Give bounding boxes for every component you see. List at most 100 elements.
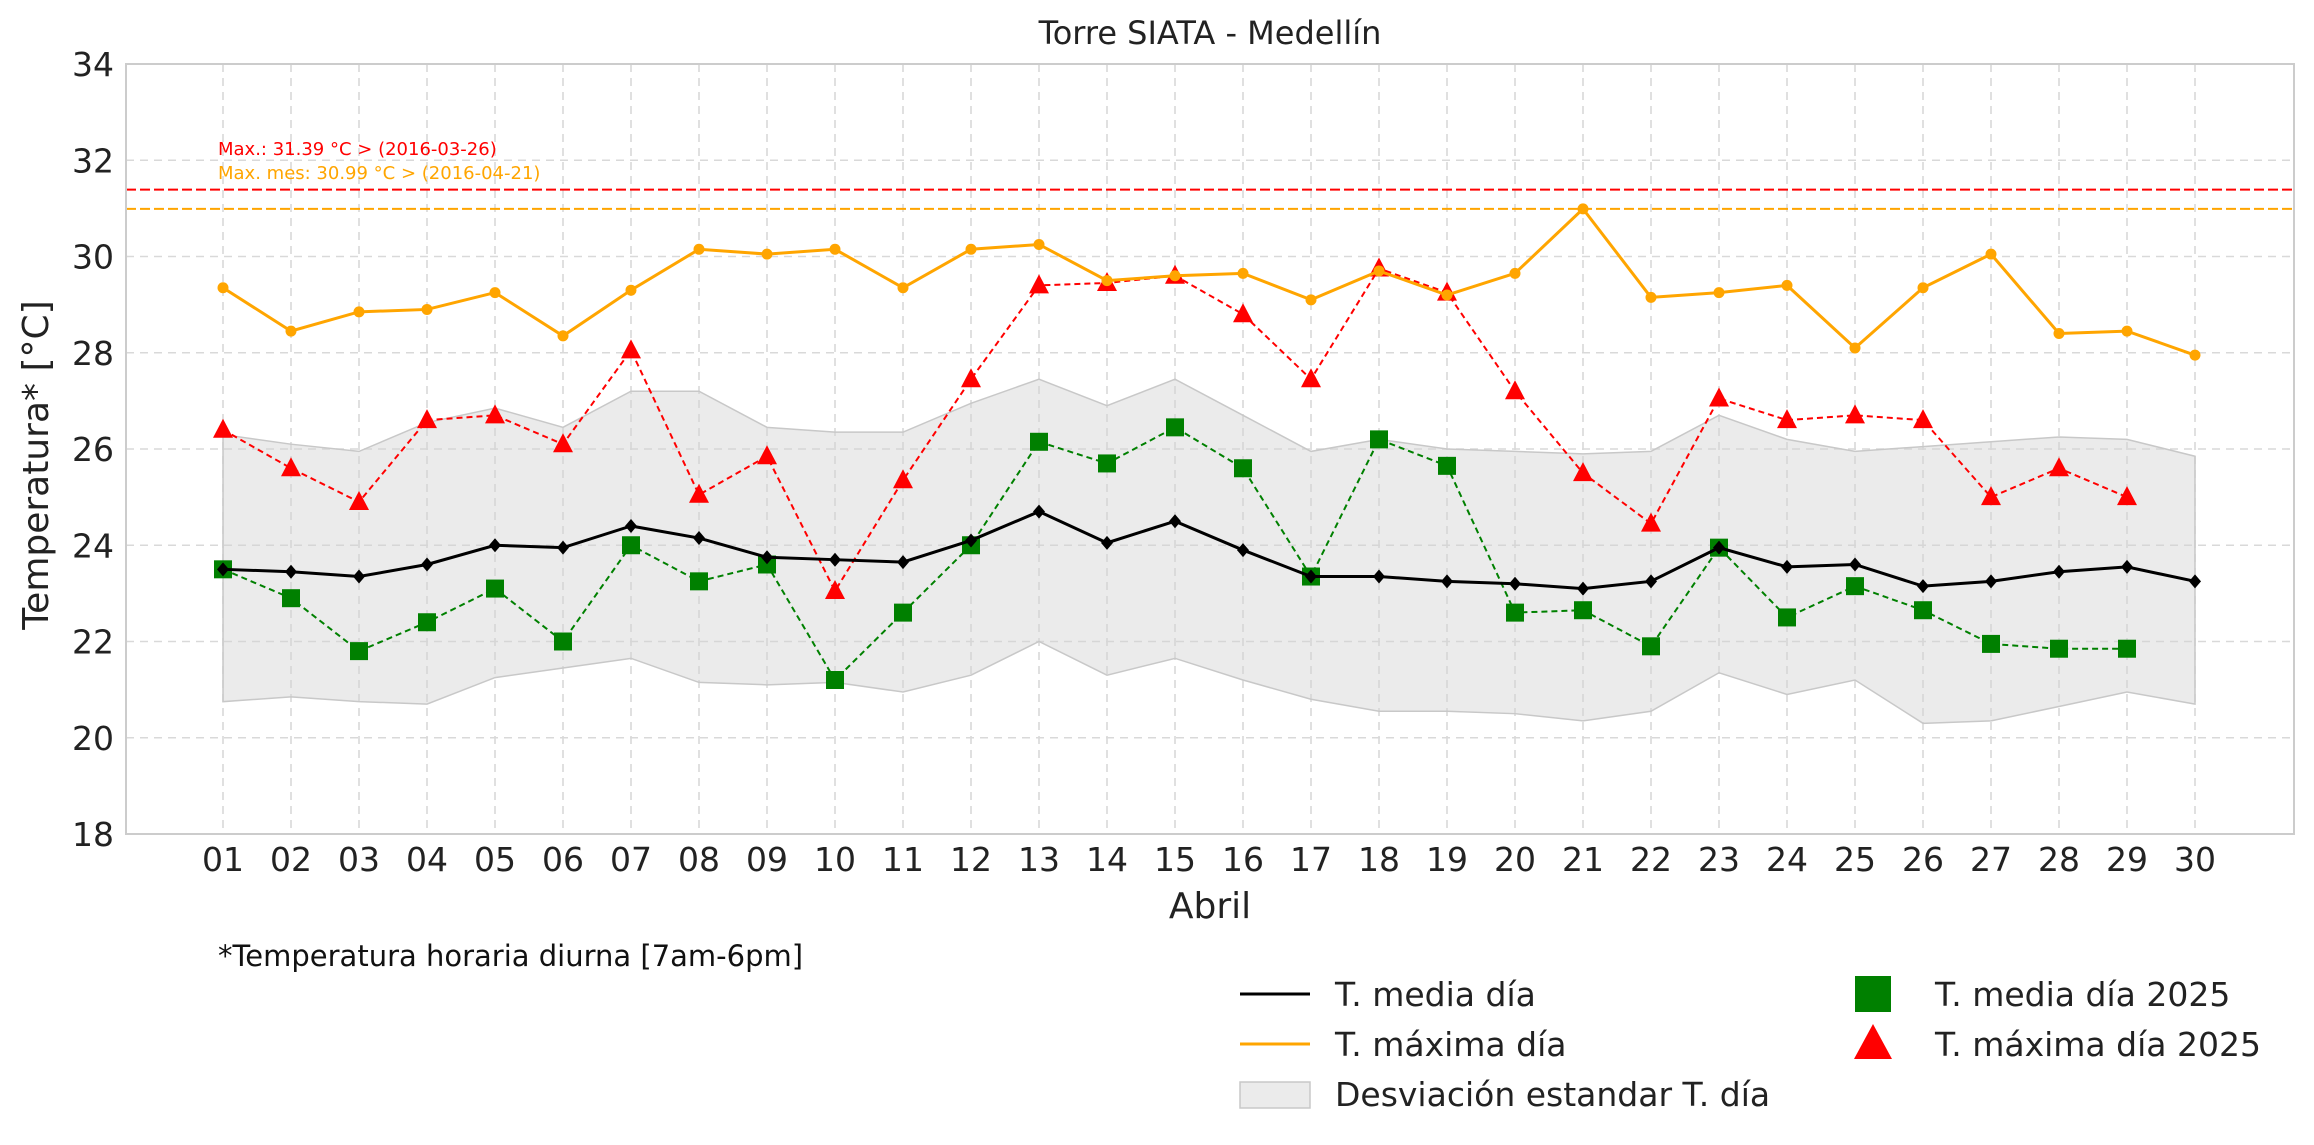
legend-entry: T. media día 2025 [1855,975,2230,1014]
data-point [897,282,909,294]
data-point [1573,462,1593,482]
data-point [2049,457,2069,477]
data-point [897,555,909,570]
x-tick-label: 20 [1494,840,1536,879]
data-point [1781,279,1793,291]
legend-label: T. media día 2025 [1934,975,2230,1014]
x-tick-label: 27 [1970,840,2012,879]
y-tick-label: 28 [72,334,114,373]
x-tick-label: 15 [1154,840,1196,879]
data-point [553,433,573,453]
data-point [625,284,637,296]
data-point [1169,514,1181,529]
data-point [1917,579,1929,594]
data-point [1101,535,1113,550]
data-point [1305,294,1317,306]
footnote: *Temperatura horaria diurna [7am-6pm] [218,939,803,973]
legend-swatch [1855,976,1891,1012]
data-point [1781,559,1793,574]
legend-entry: T. máxima día [1240,1025,1566,1064]
data-point [1509,267,1521,279]
series-group [213,203,2201,689]
legend-entry: T. máxima día 2025 [1854,1024,2261,1064]
data-point [1101,275,1113,287]
data-point [625,519,637,533]
data-point [1849,342,1861,354]
y-tick-label: 18 [72,815,114,854]
data-point [485,404,505,424]
data-point [1713,287,1725,299]
data-point [1845,404,1865,424]
data-point [1985,248,1997,260]
x-tick-label: 30 [2174,840,2216,879]
data-point [1373,569,1385,584]
x-tick-label: 26 [1902,840,1944,879]
data-point [1641,512,1661,532]
data-point [965,243,977,255]
data-point [757,445,777,465]
data-point [2053,328,2065,339]
data-point [417,409,437,429]
x-tick-label: 12 [950,840,992,879]
legend-label: T. media día [1334,975,1536,1014]
data-point [1777,409,1797,429]
data-point [1441,289,1453,301]
data-point [829,243,841,255]
reference-label: Max. mes: 30.99 °C > (2016-04-21) [218,163,540,184]
data-point [1709,387,1729,407]
data-point [1373,265,1385,277]
x-tick-label: 01 [202,840,244,879]
data-point [421,303,433,315]
legend-label: Desviación estandar T. día [1335,1075,1770,1114]
data-point [1237,267,1249,279]
data-point [1301,368,1321,388]
data-point [761,550,773,565]
data-point [1846,577,1864,596]
data-point [621,339,641,359]
data-point [1505,380,1525,400]
data-point [1849,557,1861,572]
data-point [829,552,841,567]
x-tick-label: 02 [270,840,312,879]
x-tick-label: 09 [746,840,788,879]
series-line [222,509,2196,591]
data-point [217,562,229,577]
data-point [2189,574,2201,589]
data-point [1234,459,1252,478]
data-point [1577,203,1589,215]
data-point [2053,564,2065,579]
data-point [1441,574,1453,589]
data-point [1982,634,2000,653]
legend-entry: Desviación estandar T. día [1239,1075,1770,1114]
data-point [893,469,913,489]
reference-label: Max.: 31.39 °C > (2016-03-26) [218,139,497,160]
data-point [349,490,369,510]
data-point [489,538,501,553]
axes: 18 20 22 24 26 28 30 32 34 01 02 03 04 05 06 07 08 09 10 11… [72,45,2295,879]
data-point [1029,274,1049,294]
data-point [557,330,569,342]
data-point [285,564,297,579]
data-point [758,555,776,574]
data-point [418,613,436,632]
data-point [1506,603,1524,622]
data-point [350,642,368,661]
legend: T. media día T. máxima día Desviación esta… [1239,975,2261,1114]
data-point [282,589,300,608]
x-tick-label: 16 [1222,840,1264,879]
legend-swatch [1239,1081,1311,1109]
data-point [761,248,773,260]
x-tick-label: 05 [474,840,516,879]
data-point [693,531,705,546]
data-point [1169,270,1181,282]
data-point [554,632,572,651]
x-tick-label: 08 [678,840,720,879]
data-point [1645,291,1657,303]
x-axis-label: Abril [1169,886,1251,927]
y-tick-label: 30 [72,238,114,277]
data-point [2121,559,2133,574]
series-line [222,206,2196,357]
data-point [1033,238,1045,250]
data-point [825,579,845,599]
